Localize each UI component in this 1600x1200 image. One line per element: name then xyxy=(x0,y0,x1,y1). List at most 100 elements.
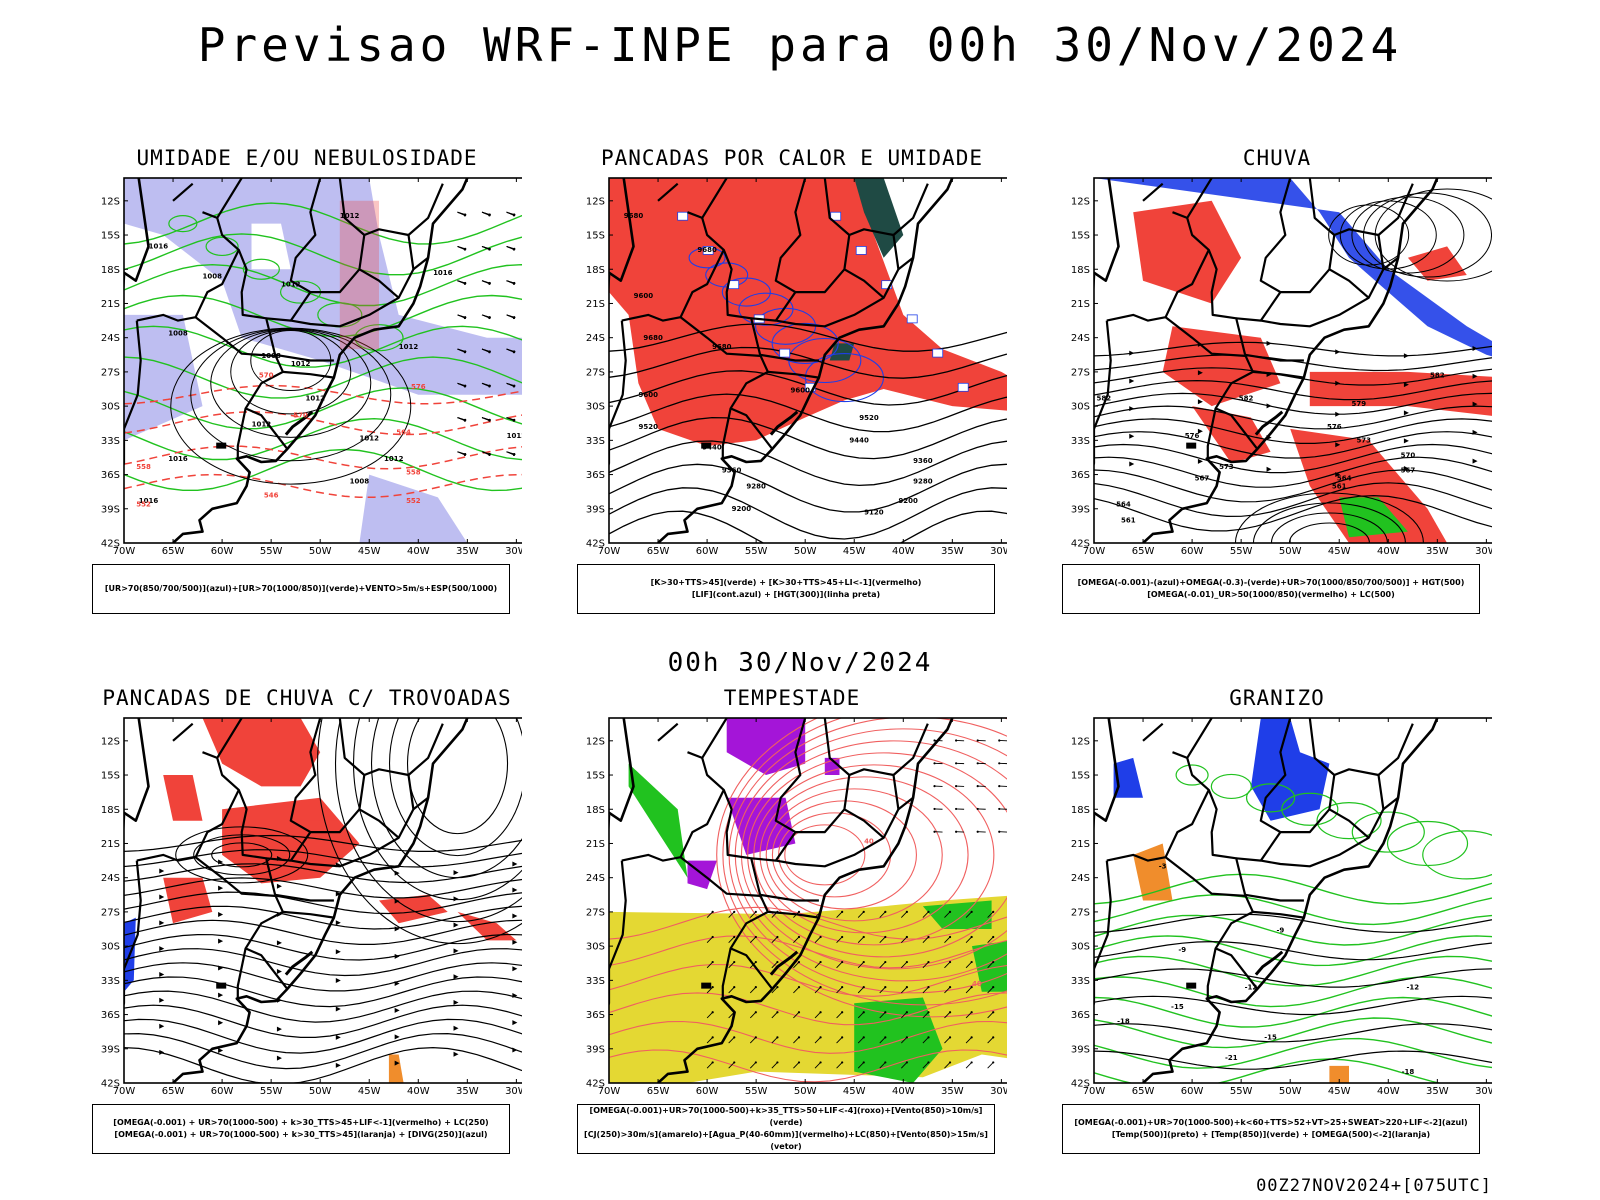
contour-label: 567 xyxy=(1195,474,1210,482)
wind-vector xyxy=(457,451,466,456)
streamline-arrow xyxy=(276,1026,282,1032)
wind-vector xyxy=(857,936,865,944)
streamline-arrow xyxy=(453,948,459,954)
wind-vector xyxy=(944,961,951,969)
lon-tick-label: 65W xyxy=(162,546,185,557)
wind-vector xyxy=(771,1037,778,1044)
temp-850-contour xyxy=(1094,1037,1492,1069)
streamline xyxy=(124,877,522,899)
wind-vector-head xyxy=(776,1061,779,1064)
wind-vector xyxy=(944,911,951,918)
contour-label: 576 xyxy=(411,383,426,391)
contour-label: 1008 xyxy=(350,478,370,486)
map-tempestade: 40 40 12S 15S 18S 21S 24S 27S 30S 33S 36S 39S 42S70W… xyxy=(586,717,1007,1097)
rain-area xyxy=(1309,371,1492,416)
streamline-arrow xyxy=(394,1060,400,1066)
wind-vector-head xyxy=(488,385,491,388)
lon-tick-label: 45W xyxy=(843,546,866,557)
country-border xyxy=(172,182,194,202)
coastline xyxy=(609,718,635,822)
wind-vector-head xyxy=(463,282,466,285)
wind-vector-head xyxy=(754,910,757,913)
country-border xyxy=(897,796,914,811)
country-border xyxy=(266,857,291,862)
wind-vector-head xyxy=(797,910,801,913)
wind-vector-head xyxy=(905,1036,908,1039)
temp-850-contour xyxy=(1281,792,1339,826)
country-border xyxy=(194,856,276,897)
streamline xyxy=(124,891,522,915)
streamline-arrow xyxy=(335,1034,341,1040)
contour-label: 561 xyxy=(1121,516,1136,524)
coastline xyxy=(124,178,150,282)
wind-vector-head xyxy=(905,910,908,913)
lat-tick-label: 33S xyxy=(1071,436,1090,447)
rain-area xyxy=(1192,406,1271,464)
wind-vector-head xyxy=(862,1036,865,1039)
lat-tick-label: 42S xyxy=(1071,539,1090,550)
lake xyxy=(701,442,712,449)
lat-tick-label: 21S xyxy=(1071,839,1090,850)
country-border xyxy=(216,178,277,356)
lat-tick-label: 33S xyxy=(586,976,605,987)
contour-label: 9360 xyxy=(722,466,742,474)
wind-vector-head xyxy=(733,1061,736,1064)
wind-vector xyxy=(728,961,735,969)
wind-vector xyxy=(749,1011,757,1019)
wind-vector-head xyxy=(819,1061,822,1064)
contour-label: -3 xyxy=(1159,863,1167,871)
country-border xyxy=(843,268,885,299)
wind-vector xyxy=(901,986,908,994)
wind-vector-head xyxy=(488,351,491,354)
lat-tick-label: 18S xyxy=(1071,805,1090,816)
wind-vector xyxy=(793,1011,800,1019)
wind-vector-head xyxy=(933,762,936,765)
precipitable-water-contour xyxy=(740,740,1007,970)
map-frame xyxy=(608,717,1007,1084)
contour-label: 1012 xyxy=(291,360,311,368)
wind-vector xyxy=(457,314,466,319)
lat-tick-label: 15S xyxy=(586,771,605,782)
wind-vector-head xyxy=(970,986,973,989)
wind-vector xyxy=(506,451,515,456)
severe-storm-area xyxy=(726,718,806,775)
wind-vector-head xyxy=(933,830,936,833)
lon-tick-label: 55W xyxy=(1230,546,1253,557)
wind-vector xyxy=(879,1037,886,1044)
wind-vector xyxy=(793,1037,800,1044)
forecast-date-label: 00h 30/Nov/2024 xyxy=(667,648,933,678)
height-contour xyxy=(1094,418,1492,444)
lat-tick-label: 39S xyxy=(1071,504,1090,515)
lat-tick-label: 21S xyxy=(101,839,120,850)
wind-vector-head xyxy=(776,960,779,964)
wind-vector xyxy=(857,986,865,994)
wind-vector xyxy=(749,986,757,994)
wind-vector-head xyxy=(754,1011,757,1014)
wind-vector-head xyxy=(841,910,844,913)
panel-tempestade: TEMPESTADE 40 40 12S 15S 18S 21S 24S 27S 30S 33S 3… xyxy=(577,686,1077,1186)
wind-vector-head xyxy=(819,935,822,939)
map-frame xyxy=(123,717,522,1084)
country-border xyxy=(679,316,761,357)
contour-label: -12 xyxy=(1245,983,1258,991)
wind-vector-head xyxy=(948,1036,952,1039)
country-border xyxy=(729,354,773,449)
wind-vector xyxy=(749,911,757,918)
streamline-arrow xyxy=(453,974,459,980)
wind-vector-head xyxy=(948,1061,952,1064)
wind-vector-head xyxy=(754,960,757,964)
wind-vector-head xyxy=(733,910,736,913)
lat-tick-label: 42S xyxy=(101,1079,120,1090)
lat-tick-label: 24S xyxy=(101,873,120,884)
lifted-index-marker xyxy=(906,314,918,324)
country-border xyxy=(1142,722,1164,742)
humidity-upper-area xyxy=(124,178,522,395)
wind-vector-head xyxy=(884,935,887,939)
low-level-humidity-contour xyxy=(242,258,280,280)
country-border xyxy=(774,718,851,834)
contour-label: 40 xyxy=(864,837,874,845)
map-layers: -6-3-9-9-12-12-15-15-18-18-21 xyxy=(1094,718,1492,1083)
streamline-arrow xyxy=(1266,340,1272,346)
streamline-arrow xyxy=(512,887,518,893)
wind-vector-head xyxy=(463,453,466,456)
